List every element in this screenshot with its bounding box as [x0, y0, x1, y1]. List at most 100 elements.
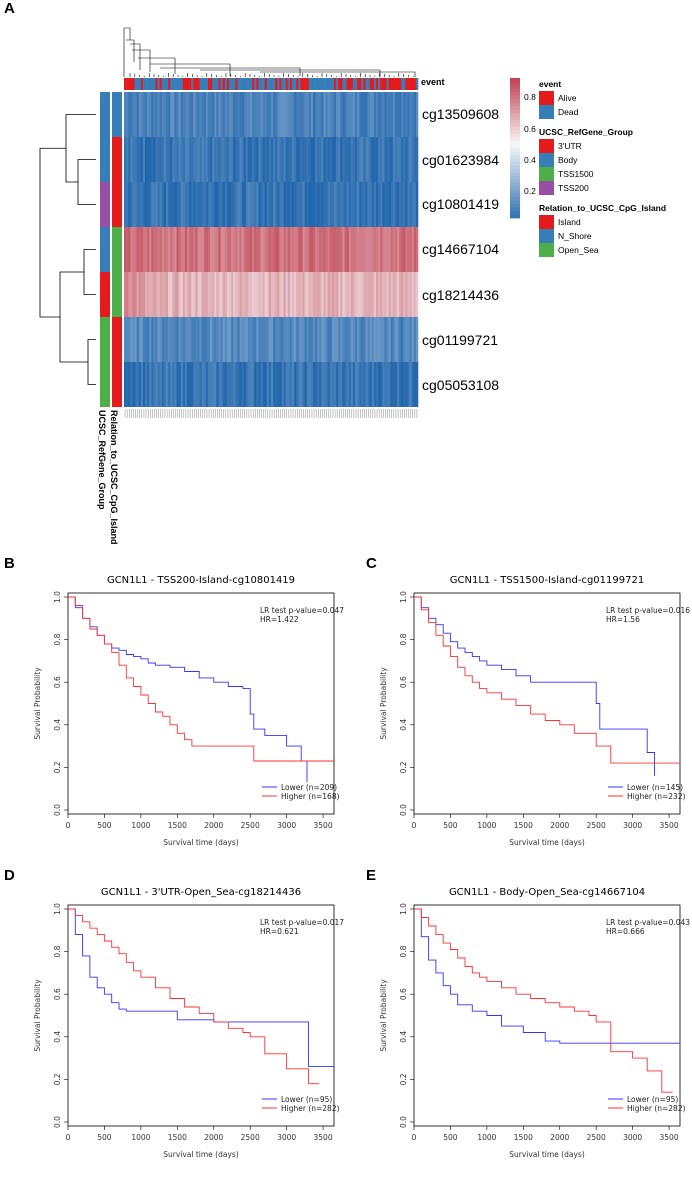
- y-tick-label: 0.8: [53, 633, 62, 645]
- heatmap-cell: [191, 92, 194, 137]
- heatmap-cell: [331, 317, 335, 362]
- heatmap-cell: [140, 137, 144, 182]
- heatmap-cell: [182, 272, 186, 317]
- heatmap-cell: [145, 137, 148, 182]
- heatmap-cell: [407, 182, 410, 227]
- heatmap-cell: [380, 362, 383, 407]
- dendrogram-branch: [83, 249, 96, 295]
- x-tick-label: 1000: [477, 821, 496, 830]
- heatmap-cell: [296, 362, 299, 407]
- heatmap-cell: [180, 362, 184, 407]
- heatmap-cell: [287, 182, 291, 227]
- heatmap-cell: [138, 362, 142, 407]
- heatmap-cell: [279, 227, 282, 272]
- heatmap-cell: [193, 137, 196, 182]
- heatmap-cell: [203, 317, 207, 362]
- event-cell: [260, 78, 263, 90]
- heatmap-cell: [413, 272, 417, 317]
- heatmap-cell: [178, 362, 181, 407]
- heatmap-cell: [260, 317, 263, 362]
- heatmap-cell: [304, 362, 307, 407]
- heatmap-cell: [394, 137, 398, 182]
- heatmap-cell: [176, 362, 179, 407]
- refgene-annotation-cell: [100, 92, 110, 137]
- heatmap-cell: [149, 137, 152, 182]
- heatmap-cell: [277, 137, 280, 182]
- heatmap-cell: [191, 137, 194, 182]
- legend-swatch: [539, 139, 554, 153]
- heatmap-cell: [304, 272, 307, 317]
- event-cell: [411, 78, 415, 90]
- heatmap-cell: [174, 182, 177, 227]
- heatmap-cell: [285, 182, 289, 227]
- event-cell: [233, 78, 236, 90]
- heatmap-cell: [216, 182, 219, 227]
- heatmap-cell: [184, 317, 188, 362]
- colorbar-segment: [510, 165, 520, 170]
- heatmap-cell: [329, 317, 333, 362]
- heatmap-cell: [231, 227, 234, 272]
- refgene-annotation-label: UCSC_RefGene_Group: [97, 410, 107, 510]
- row-label: cg01623984: [422, 152, 500, 168]
- colorbar-segment: [510, 92, 520, 96]
- heatmap-cell: [262, 272, 265, 317]
- event-cell: [382, 78, 385, 90]
- heatmap-cell: [147, 272, 150, 317]
- heatmap-cell: [365, 362, 368, 407]
- heatmap-cell: [235, 227, 238, 272]
- heatmap-cell: [300, 317, 303, 362]
- heatmap-cell: [275, 137, 278, 182]
- heatmap-cell: [373, 92, 377, 137]
- heatmap-cell: [222, 182, 226, 227]
- stat-annotation: HR=1.56: [606, 615, 640, 624]
- y-axis-label: Survival Probability: [379, 979, 388, 1052]
- colorbar-segment: [510, 186, 520, 191]
- heatmap-cell: [386, 227, 389, 272]
- event-cell: [289, 78, 293, 90]
- island-annotation-cell: [112, 272, 122, 317]
- heatmap-cell: [130, 362, 133, 407]
- heatmap-cell: [178, 317, 181, 362]
- colorbar-segment: [510, 78, 520, 82]
- heatmap-cell: [130, 227, 133, 272]
- heatmap-cell: [136, 227, 139, 272]
- panel-letter-b: B: [4, 555, 15, 572]
- heatmap-cell: [357, 137, 360, 182]
- heatmap-cell: [346, 362, 349, 407]
- heatmap-cell: [315, 92, 318, 137]
- event-cell: [210, 78, 213, 90]
- heatmap-cell: [371, 227, 375, 272]
- heatmap-cell: [281, 182, 284, 227]
- heatmap-cell: [281, 137, 284, 182]
- heatmap-cell: [218, 362, 221, 407]
- heatmap-cell: [327, 317, 331, 362]
- y-tick-label: 0.6: [53, 676, 62, 688]
- legend-label: Body: [558, 155, 578, 165]
- heatmap-cell: [153, 362, 156, 407]
- heatmap-cell: [233, 362, 236, 407]
- heatmap-cell: [390, 272, 394, 317]
- heatmap-cell: [298, 227, 301, 272]
- heatmap-cell: [348, 362, 352, 407]
- heatmap-cell: [247, 317, 251, 362]
- heatmap-cell: [128, 317, 131, 362]
- heatmap-cell: [258, 272, 261, 317]
- x-tick-label: 500: [97, 821, 112, 830]
- heatmap-cell: [176, 272, 179, 317]
- x-tick-label: 3500: [314, 821, 333, 830]
- heatmap-cell: [319, 362, 322, 407]
- heatmap-cell: [208, 182, 211, 227]
- legend-label: Lower (n=209): [281, 783, 337, 792]
- event-cell: [212, 78, 215, 90]
- heatmap-cell: [237, 362, 240, 407]
- heatmap-cell: [178, 137, 181, 182]
- row-label: cg05053108: [422, 377, 500, 393]
- heatmap-cell: [355, 137, 358, 182]
- heatmap-cell: [174, 272, 177, 317]
- heatmap-cell: [279, 362, 282, 407]
- heatmap-cell: [132, 227, 135, 272]
- event-cell: [390, 78, 394, 90]
- heatmap-cell: [126, 227, 129, 272]
- heatmap-cell: [214, 362, 217, 407]
- heatmap-cell: [201, 362, 205, 407]
